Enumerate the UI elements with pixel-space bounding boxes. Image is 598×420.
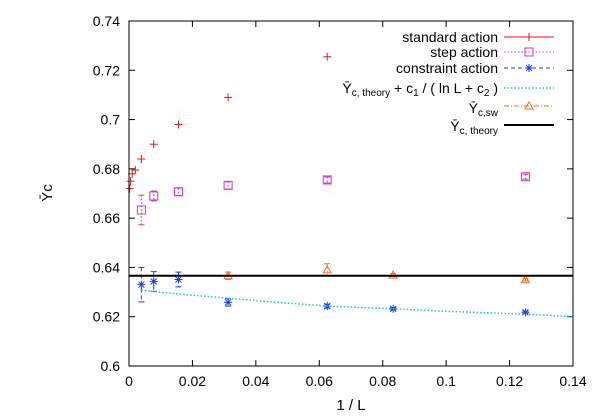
data-point-square: [136, 205, 146, 215]
x-tick-label: 0.06: [306, 373, 333, 389]
x-tick-label: 0.14: [559, 373, 586, 389]
legend-mark-step: [524, 47, 534, 57]
data-point-stroke: [136, 205, 146, 215]
y-tick-label: 0.72: [93, 62, 120, 78]
legend-label-step: step action: [430, 44, 498, 60]
data-point-square: [223, 180, 233, 190]
data-point-stroke: [173, 187, 183, 197]
data-point-star: [137, 280, 146, 289]
y-axis-label: Ῡc: [39, 184, 56, 202]
x-tick-label: 0.1: [436, 373, 456, 389]
data-point-square: [149, 191, 159, 201]
data-point-plus: [131, 166, 140, 175]
data-point-stroke: [223, 180, 233, 190]
x-tick-label: 0: [125, 373, 133, 389]
series-square: [136, 172, 530, 226]
data-point-stroke: [138, 281, 145, 289]
data-point-stroke: [520, 274, 531, 284]
legend-mark-constraint: [525, 64, 533, 72]
fit-line: [141, 289, 574, 318]
data-point-triangle: [322, 264, 333, 274]
x-tick-label: 0.04: [242, 373, 269, 389]
data-point-star: [174, 275, 183, 284]
data-point-stroke: [175, 276, 182, 283]
error-bar: [138, 194, 145, 226]
data-point-star: [521, 308, 530, 317]
data-point-stroke: [149, 191, 159, 201]
x-tick-label: 0.08: [369, 373, 396, 389]
series-line: [141, 289, 574, 318]
data-point-stroke: [520, 172, 530, 182]
y-tick-label: 0.62: [93, 309, 120, 325]
data-point-square: [520, 172, 530, 182]
legend-label-constraint: constraint action: [396, 60, 498, 76]
legend-label-standard: standard action: [402, 29, 498, 45]
y-tick-label: 0.68: [93, 161, 120, 177]
data-point-star: [149, 277, 158, 286]
legend-label-theory: Ῡc, theory: [450, 118, 498, 137]
data-point-triangle: [388, 270, 399, 279]
y-tick-label: 0.64: [93, 259, 120, 275]
y-tick-label: 0.66: [93, 210, 120, 226]
plot-frame: [128, 20, 574, 367]
data-point-plus: [126, 177, 135, 186]
data-point-plus: [174, 120, 183, 129]
error-bar: [150, 190, 157, 202]
legend: standard action step action constraint a…: [342, 29, 554, 137]
series-star: [137, 266, 530, 317]
data-point-plus: [224, 93, 233, 102]
x-axis-label: 1 / L: [336, 397, 365, 414]
data-point-stroke: [322, 264, 333, 274]
legend-mark-sw: [524, 100, 534, 110]
data-point-triangle: [520, 274, 531, 284]
data-point-plus: [323, 52, 332, 61]
data-point-plus: [149, 140, 158, 149]
data-point-plus: [128, 169, 137, 178]
error-bar: [324, 176, 331, 184]
x-tick-label: 0.02: [179, 373, 206, 389]
data-point-square: [322, 175, 332, 185]
series-plus: [125, 52, 332, 193]
y-tick-label: 0.74: [93, 13, 120, 29]
data-point-star: [224, 298, 233, 307]
legend-label-fit: Ῡc, theory + c1 / ( ln L + c2 ): [342, 80, 498, 99]
data-point-stroke: [322, 175, 332, 185]
data-point-square: [173, 187, 183, 197]
data-point-plus: [137, 155, 146, 163]
data-point-plus: [125, 184, 134, 193]
error-bar: [522, 173, 529, 180]
y-tick-label: 0.7: [101, 112, 121, 128]
data-point-stroke: [388, 270, 399, 279]
data-point-stroke: [224, 299, 232, 306]
data-point-stroke: [150, 278, 158, 285]
legend-label-sw: Ῡc,sw: [469, 100, 499, 119]
x-tick-label: 0.12: [496, 373, 523, 389]
y-tick-label: 0.6: [101, 358, 121, 374]
